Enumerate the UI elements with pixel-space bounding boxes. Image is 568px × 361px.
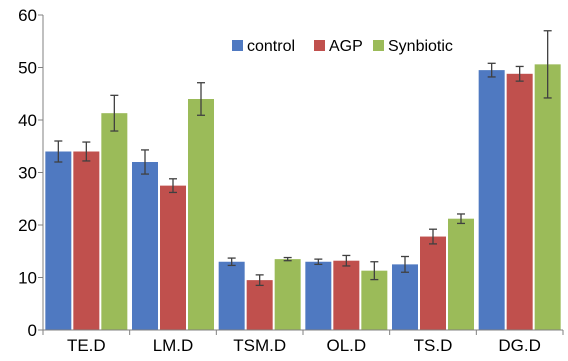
bar-control-dgd — [478, 70, 505, 330]
bar-agp-tsmd — [246, 280, 273, 330]
bars-layer — [45, 64, 561, 331]
y-tick-label: 10 — [18, 269, 37, 288]
legend-label-agp: AGP — [329, 38, 363, 55]
bar-synbiotic-old — [361, 270, 388, 330]
bar-control-ted — [45, 151, 72, 330]
bar-synbiotic-tsmd — [274, 259, 301, 330]
y-tick-label: 0 — [28, 321, 37, 340]
y-tick-label: 20 — [18, 216, 37, 235]
x-tick-label: OL.D — [326, 336, 366, 355]
bar-synbiotic-lmd — [188, 99, 214, 330]
bar-agp-lmd — [160, 185, 186, 330]
error-bars-layer — [54, 30, 552, 287]
x-axis-labels: TE.D LM.D TSM.D OL.D TS.D DG.D — [67, 336, 541, 355]
x-tick-label: LM.D — [153, 336, 194, 355]
bar-control-lmd — [132, 162, 158, 330]
y-axis-ticks: 0 10 20 30 40 50 60 — [18, 6, 37, 340]
bar-agp-old — [333, 260, 360, 330]
y-tick-label: 40 — [18, 111, 37, 130]
legend-swatch-agp — [314, 40, 325, 51]
bar-agp-ted — [73, 151, 100, 330]
legend-swatch-synbiotic — [373, 40, 384, 51]
y-tick-label: 30 — [18, 164, 37, 183]
bar-control-old — [305, 261, 332, 330]
axis-lines — [38, 14, 564, 335]
bar-synbiotic-tsd — [448, 218, 474, 330]
y-tick-label: 60 — [18, 6, 37, 25]
bar-control-tsd — [392, 264, 418, 330]
legend-label-synbiotic: Synbiotic — [388, 38, 453, 55]
bar-control-tsmd — [218, 261, 245, 330]
legend: control AGP Synbiotic — [232, 38, 453, 55]
x-tick-label: TSM.D — [233, 336, 286, 355]
bar-agp-tsd — [420, 236, 446, 330]
y-tick-label: 50 — [18, 59, 37, 78]
bar-synbiotic-dgd — [534, 64, 561, 330]
x-tick-label: TS.D — [414, 336, 453, 355]
x-tick-label: DG.D — [498, 336, 541, 355]
bar-synbiotic-ted — [101, 113, 128, 330]
bar-agp-dgd — [506, 73, 533, 331]
x-tick-label: TE.D — [67, 336, 106, 355]
legend-label-control: control — [247, 38, 295, 55]
legend-swatch-control — [232, 40, 243, 51]
